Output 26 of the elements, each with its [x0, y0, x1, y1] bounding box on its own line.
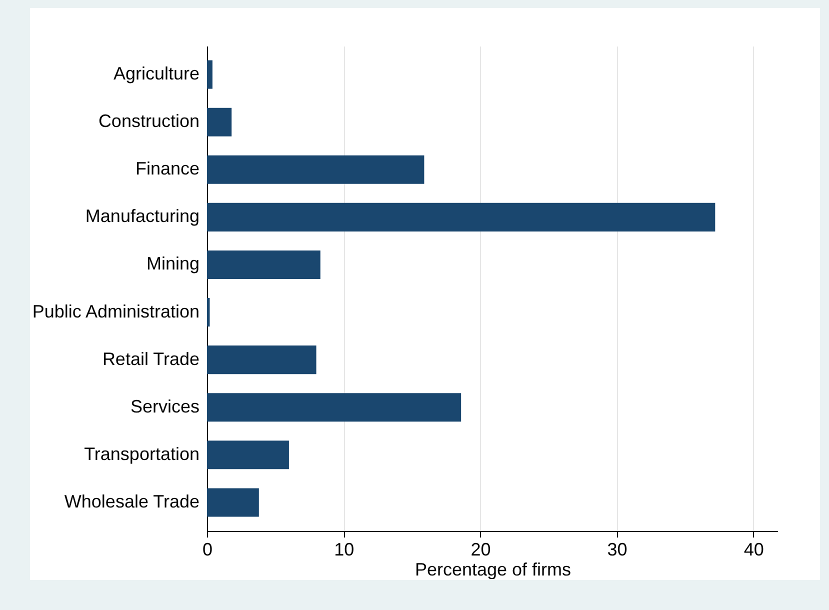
y-tick-label: Services	[130, 396, 200, 416]
y-tick-label: Retail Trade	[102, 348, 200, 369]
bar	[207, 440, 289, 470]
x-tick-label: 20	[470, 540, 491, 560]
y-tick-label: Manufacturing	[85, 206, 200, 226]
y-tick-label: Transportation	[84, 444, 200, 464]
y-tick-label: Finance	[135, 158, 200, 179]
bar	[207, 298, 210, 327]
bar	[207, 346, 316, 374]
x-tick-label: 0	[202, 540, 213, 560]
x-axis-title: Percentage of firms	[414, 560, 572, 580]
bar	[207, 250, 320, 279]
x-tick-label: 10	[334, 540, 354, 560]
bar	[207, 202, 716, 232]
bar	[207, 60, 212, 89]
y-tick-label: Agriculture	[113, 64, 200, 84]
bar	[207, 155, 424, 184]
bar	[207, 393, 462, 422]
y-tick-label: Mining	[146, 254, 200, 274]
bar	[207, 108, 232, 136]
y-tick-label: Construction	[98, 111, 200, 132]
x-tick-label: 40	[744, 540, 764, 560]
bar	[207, 488, 259, 517]
y-tick-label: Public Administration	[32, 301, 200, 322]
y-tick-label: Wholesale Trade	[64, 491, 200, 512]
x-tick-label: 30	[607, 540, 628, 560]
